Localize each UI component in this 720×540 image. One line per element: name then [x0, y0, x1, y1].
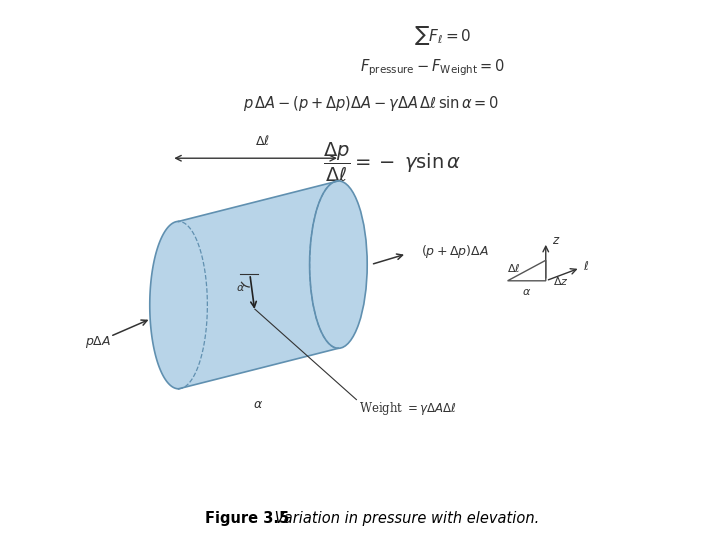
Text: $\Delta z$: $\Delta z$ [553, 275, 569, 287]
Text: $(p+\Delta p)\Delta A$: $(p+\Delta p)\Delta A$ [421, 242, 489, 260]
Text: $p\Delta A$: $p\Delta A$ [85, 334, 111, 350]
Text: Variation in pressure with elevation.: Variation in pressure with elevation. [270, 511, 539, 526]
Ellipse shape [150, 221, 207, 389]
Text: $F_{\mathrm{pressure}} - F_{\mathrm{Weight}} = 0$: $F_{\mathrm{pressure}} - F_{\mathrm{Weig… [359, 57, 505, 78]
Polygon shape [179, 181, 338, 389]
Text: $\ell$: $\ell$ [583, 260, 590, 273]
Text: $z$: $z$ [552, 234, 560, 247]
Text: $p\,\Delta A - (p + \Delta p)\Delta A - \gamma\Delta A\,\Delta\ell\,\sin\alpha =: $p\,\Delta A - (p + \Delta p)\Delta A - … [243, 94, 499, 113]
Ellipse shape [310, 181, 367, 348]
Text: $\alpha$: $\alpha$ [236, 282, 245, 293]
Text: $\alpha$: $\alpha$ [253, 399, 264, 411]
Text: $\Delta\ell$: $\Delta\ell$ [507, 262, 521, 274]
Text: Weight $= \gamma\Delta A\Delta\ell$: Weight $= \gamma\Delta A\Delta\ell$ [359, 400, 456, 416]
Text: $\sum F_\ell = 0$: $\sum F_\ell = 0$ [414, 24, 472, 46]
Text: $\dfrac{\Delta p}{\Delta \ell} = -\;\gamma\sin\alpha$: $\dfrac{\Delta p}{\Delta \ell} = -\;\gam… [323, 140, 462, 184]
Text: $\Delta\ell$: $\Delta\ell$ [255, 134, 269, 149]
Text: Figure 3.5: Figure 3.5 [205, 511, 289, 526]
Text: $\alpha$: $\alpha$ [522, 287, 531, 296]
